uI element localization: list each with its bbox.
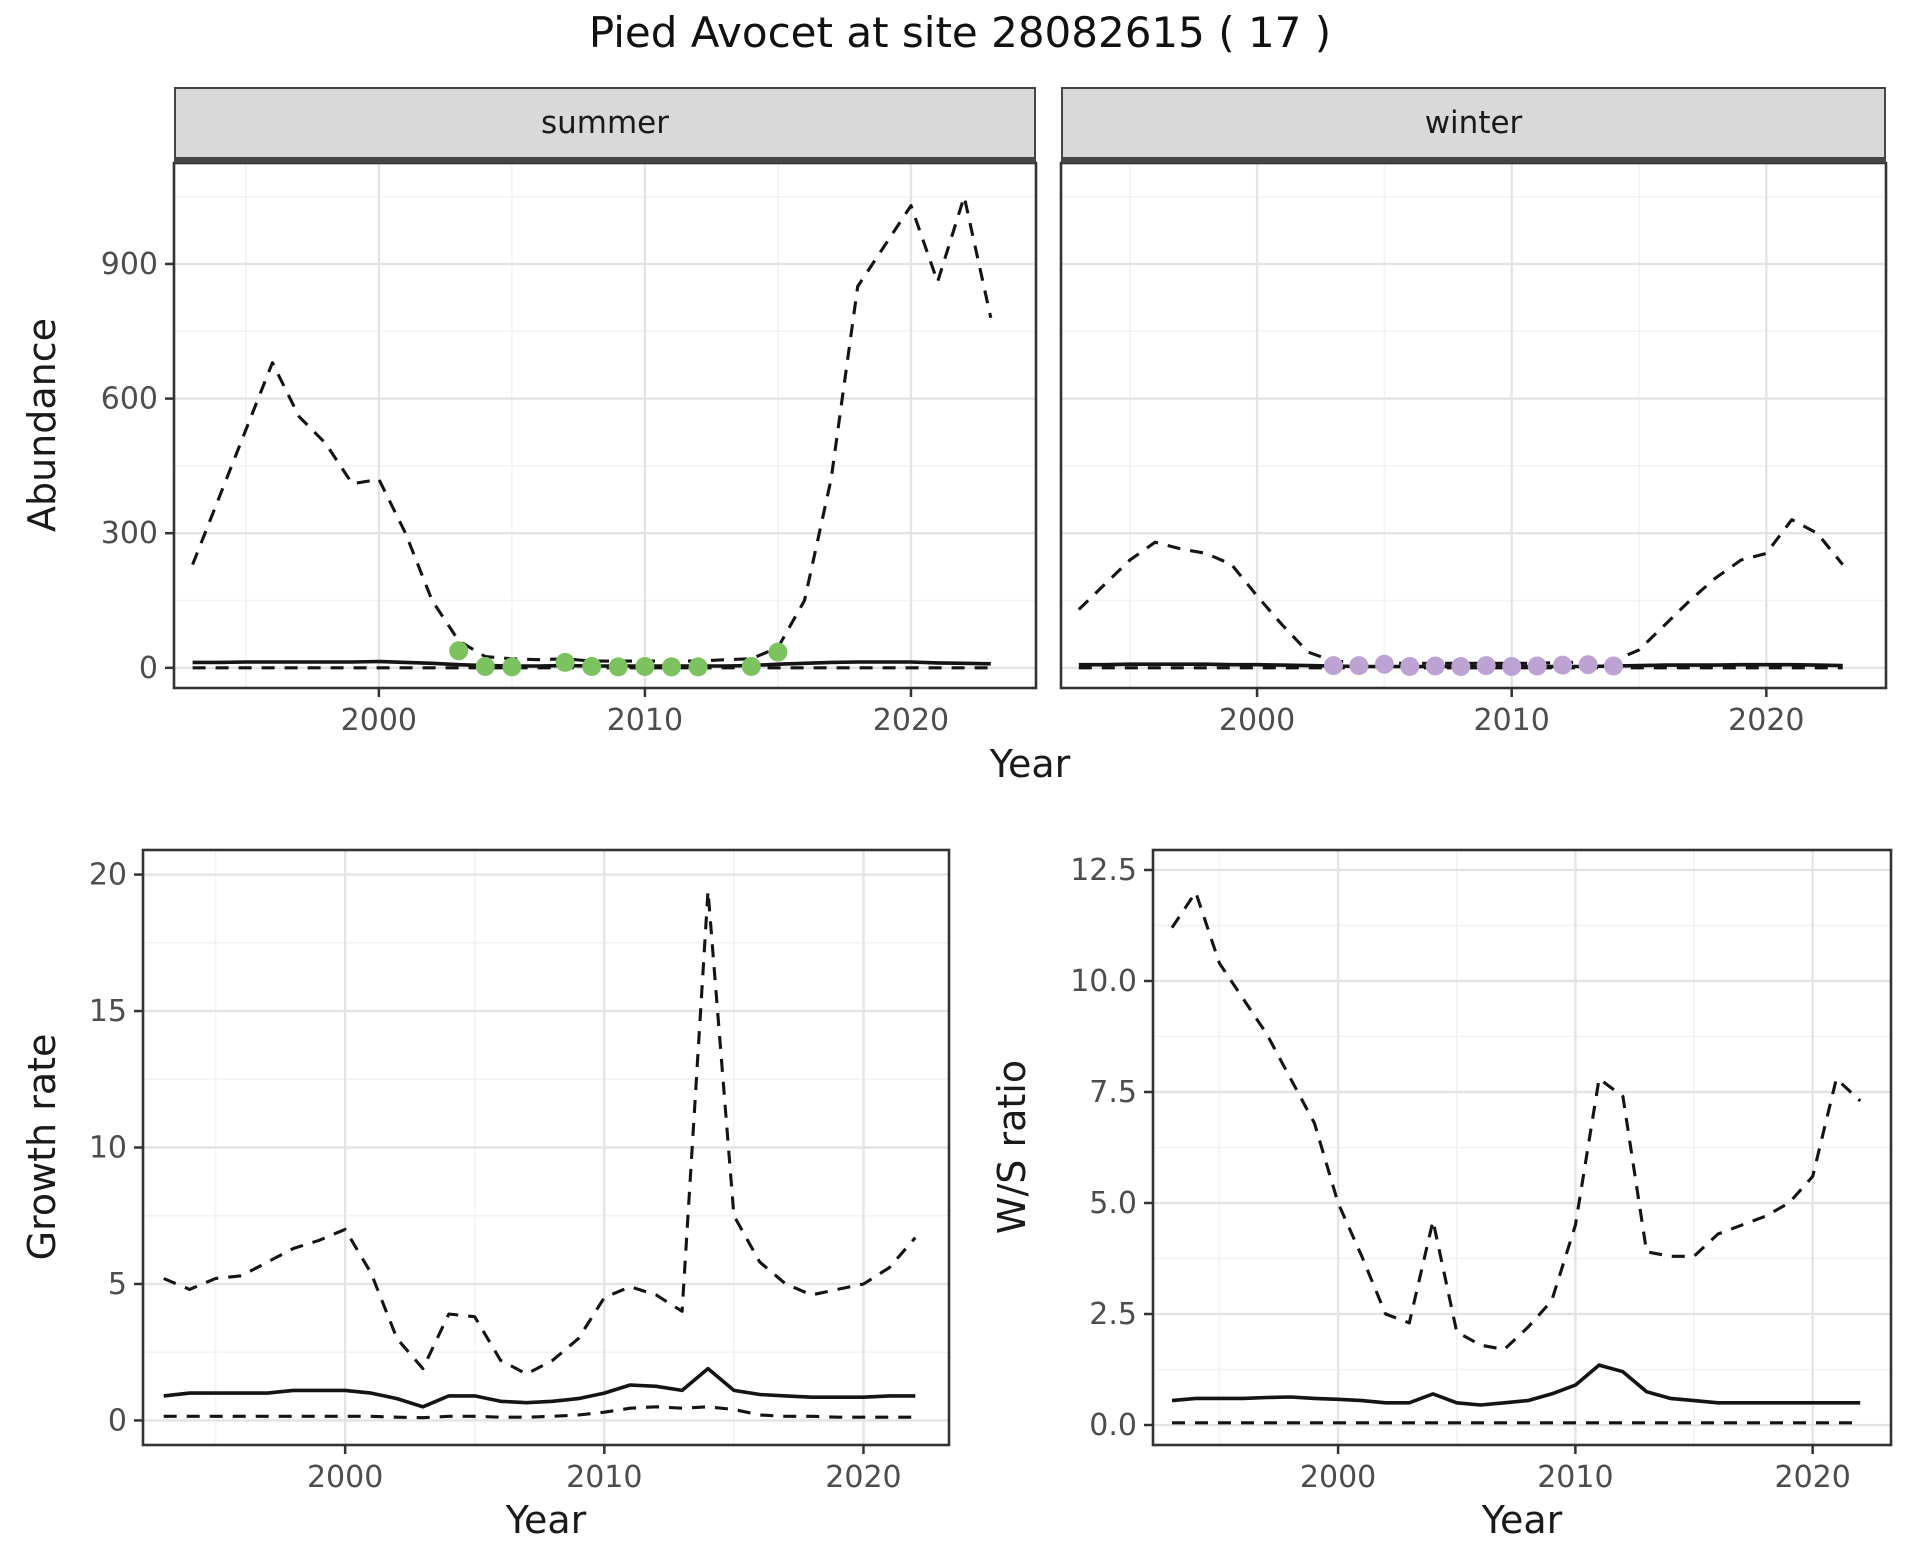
data-point-observed-winter (1374, 654, 1394, 674)
series-upper_ci (191, 195, 993, 663)
x-tick-label: 2020 (1728, 703, 1804, 738)
x-tick-label: 2000 (341, 703, 417, 738)
y-tick-label: 2.5 (1089, 1297, 1137, 1332)
y-tick-label: 5.0 (1089, 1186, 1137, 1221)
data-point-observed-winter (1553, 655, 1573, 675)
series-upper_ci (1077, 518, 1844, 665)
data-point-observed-summer (688, 657, 708, 677)
panel-growth: 0 5 10 15 20 2000 2010 2020 (89, 848, 951, 1495)
y-tick-label: 300 (101, 516, 158, 551)
panel-border (141, 848, 951, 1447)
axis-title-year-top: Year (989, 742, 1071, 786)
axis-title-ws-ratio: W/S ratio (990, 1059, 1034, 1235)
y-tick-label: 900 (101, 247, 158, 282)
y-tick-label: 5 (108, 1267, 127, 1302)
x-tick-label: 2020 (825, 1460, 901, 1495)
y-tick-label: 10.0 (1070, 964, 1137, 999)
panel-ratio: 0.0 2.5 5.0 7.5 10.0 12.5 2000 2010 2020 (1070, 848, 1893, 1495)
data-point-observed-summer (768, 642, 788, 662)
axis-title-year-bottom-left: Year (505, 1498, 587, 1542)
data-point-observed-winter (1451, 657, 1471, 676)
facet-strip-winter-label: winter (1424, 105, 1523, 141)
data-point-observed-winter (1324, 656, 1343, 676)
x-tick-label: 2000 (307, 1460, 383, 1495)
panel-winter: 2000 2010 2020 (1059, 161, 1888, 738)
data-point-observed-winter (1400, 657, 1420, 676)
x-tick-label: 2010 (1537, 1460, 1613, 1495)
x-tick-label: 2010 (607, 703, 683, 738)
facet-strip-summer: summer (174, 87, 1036, 163)
y-tick-label: 12.5 (1070, 853, 1137, 888)
y-tick-label: 20 (89, 858, 127, 893)
data-point-observed-winter (1502, 657, 1522, 676)
data-point-observed-winter (1578, 655, 1598, 675)
facet-strip-winter: winter (1061, 87, 1886, 163)
data-point-observed-winter (1425, 656, 1445, 676)
data-point-observed-winter (1527, 656, 1547, 676)
y-tick-label: 600 (101, 382, 158, 417)
panel-background (1061, 163, 1886, 688)
data-point-observed-summer (449, 641, 469, 661)
data-point-observed-summer (608, 657, 628, 677)
y-tick-label: 0 (139, 651, 158, 686)
panel-border (172, 161, 1038, 690)
panel-border (1151, 848, 1893, 1447)
data-point-observed-summer (662, 657, 681, 677)
x-tick-label: 2020 (873, 703, 949, 738)
series-estimate (163, 1366, 916, 1409)
panel-summer: 0 300 600 900 2000 2010 2020 (101, 161, 1038, 738)
x-tick-label: 2000 (1300, 1460, 1376, 1495)
data-point-observed-summer (502, 657, 522, 677)
data-point-observed-summer (555, 652, 575, 672)
data-point-observed-winter (1604, 656, 1623, 676)
y-tick-label: 15 (89, 994, 127, 1029)
series-upper_ci (163, 889, 917, 1376)
panel-background (174, 163, 1036, 688)
data-point-observed-summer (635, 657, 655, 676)
data-point-observed-summer (475, 657, 495, 676)
axis-title-abundance: Abundance (20, 317, 64, 533)
x-tick-label: 2020 (1775, 1460, 1851, 1495)
x-tick-label: 2010 (566, 1460, 642, 1495)
y-tick-label: 7.5 (1089, 1075, 1137, 1110)
y-tick-label: 10 (89, 1131, 127, 1166)
x-tick-label: 2010 (1474, 703, 1550, 738)
data-point-observed-summer (741, 657, 761, 676)
y-tick-label: 0 (108, 1403, 127, 1438)
series-lower_ci (163, 1405, 916, 1420)
series-estimate (1171, 1363, 1861, 1407)
data-point-observed-winter (1476, 656, 1496, 676)
y-tick-label: 0.0 (1089, 1408, 1137, 1443)
axis-title-growth-rate: Growth rate (20, 1033, 64, 1261)
axis-title-year-bottom-right: Year (1481, 1498, 1563, 1542)
chart-title: Pied Avocet at site 28082615 ( 17 ) (588, 8, 1332, 57)
x-tick-label: 2000 (1219, 703, 1295, 738)
panel-border (1059, 161, 1888, 690)
data-point-observed-summer (582, 657, 602, 676)
facet-strip-summer-label: summer (540, 105, 669, 141)
data-point-observed-winter (1349, 656, 1369, 676)
